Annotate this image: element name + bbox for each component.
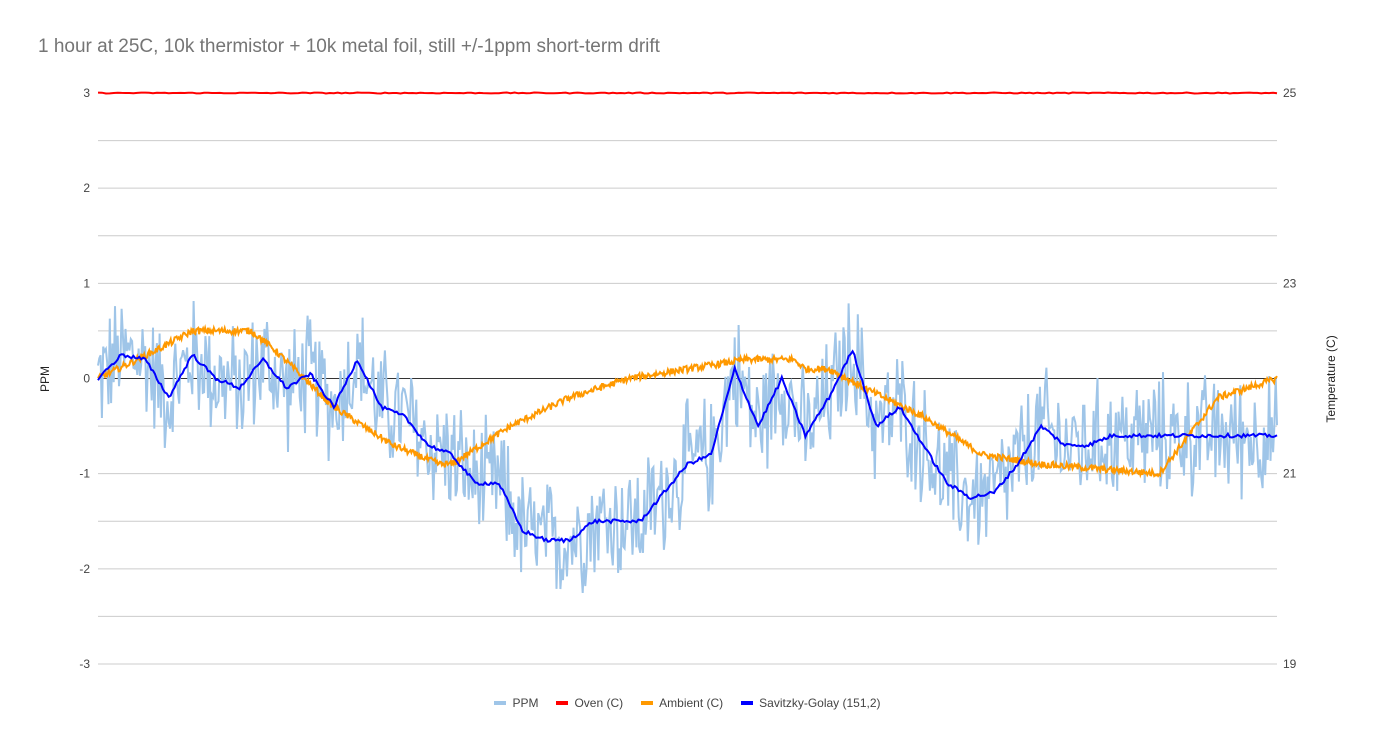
legend-item-ppm[interactable]: PPM <box>494 696 538 710</box>
y-right-tick-label: 23 <box>1283 276 1297 290</box>
legend-label-oven: Oven (C) <box>574 696 624 710</box>
legend-item-savitzky-golay[interactable]: Savitzky-Golay (151,2) <box>741 696 881 710</box>
legend-swatch-oven <box>556 701 569 705</box>
y-left-tick-label: 2 <box>83 181 90 195</box>
y-left-tick-label: 1 <box>83 276 90 290</box>
series-line-ppm <box>97 300 1278 593</box>
y-left-tick-label: -3 <box>79 657 90 671</box>
left-axis-ticks: 3 2 1 0 -1 -2 -3 <box>79 86 90 671</box>
y-left-axis-title: PPM <box>38 366 52 392</box>
y-right-tick-label: 21 <box>1283 467 1297 481</box>
legend-label-ambient: Ambient (C) <box>659 696 724 710</box>
chart-title: 1 hour at 25C, 10k thermistor + 10k meta… <box>38 36 660 57</box>
series-line-oven <box>97 91 1278 95</box>
series-layer <box>97 91 1278 593</box>
legend-label-savitzky-golay: Savitzky-Golay (151,2) <box>759 696 881 710</box>
legend-swatch-savitzky-golay <box>741 701 754 705</box>
y-left-tick-label: -1 <box>79 467 90 481</box>
y-left-tick-label: 0 <box>83 372 90 386</box>
series-line-ambient <box>97 324 1278 479</box>
y-right-tick-label: 25 <box>1283 86 1297 100</box>
legend-item-ambient[interactable]: Ambient (C) <box>641 696 723 710</box>
legend-swatch-ambient <box>641 701 654 705</box>
right-axis-ticks: 25 23 21 19 <box>1283 86 1297 671</box>
y-left-tick-label: -2 <box>79 562 90 576</box>
y-right-tick-label: 19 <box>1283 657 1297 671</box>
legend-item-oven[interactable]: Oven (C) <box>556 696 623 710</box>
legend-label-ppm: PPM <box>512 696 539 710</box>
series-line-savitzky-golay <box>97 349 1278 544</box>
legend-swatch-ppm <box>494 701 507 705</box>
y-left-tick-label: 3 <box>83 86 90 100</box>
y-right-axis-title: Temperature (C) <box>1324 335 1338 422</box>
legend: PPM Oven (C) Ambient (C) Savitzky-Golay … <box>0 696 1375 710</box>
